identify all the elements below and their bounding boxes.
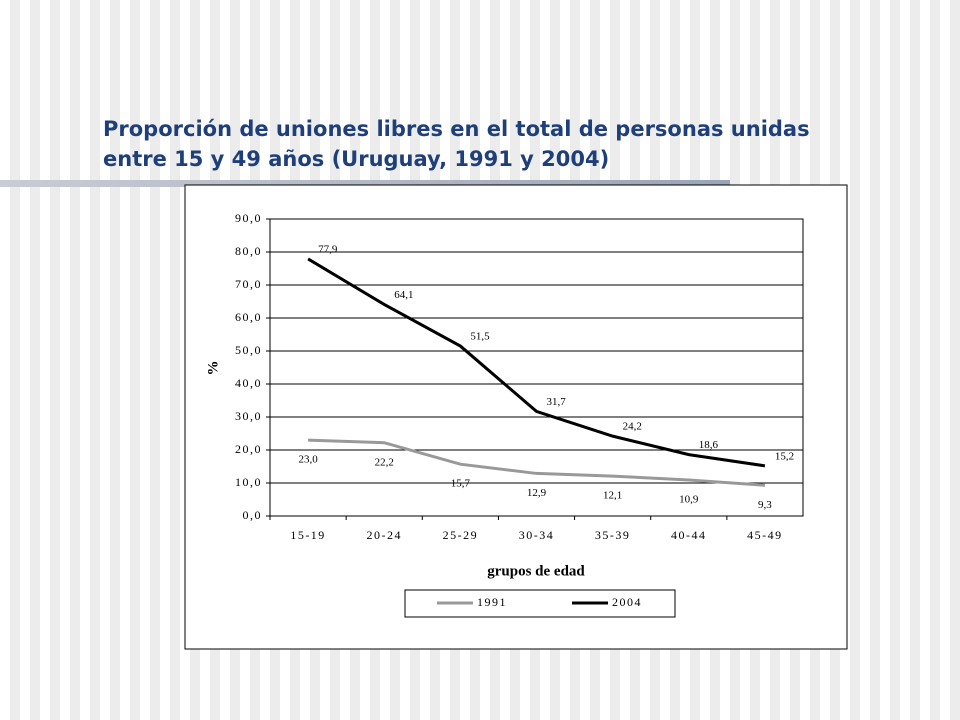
series-line <box>308 438 766 487</box>
data-label: 22,2 <box>375 456 394 468</box>
data-label: 10,9 <box>679 494 699 506</box>
x-tick-label: 45-49 <box>747 528 783 542</box>
series-line <box>307 257 766 468</box>
x-tick-label: 15-19 <box>290 528 326 542</box>
data-label: 15,7 <box>451 478 471 490</box>
data-label: 15,2 <box>775 450 794 462</box>
data-label: 9,3 <box>758 499 772 511</box>
y-tick-label: 60,0 <box>235 310 262 324</box>
data-label: 18,6 <box>699 439 719 451</box>
x-tick-label: 25-29 <box>443 528 479 542</box>
data-label: 64,1 <box>394 289 413 301</box>
x-tick-label: 40-44 <box>671 528 707 542</box>
y-axis-label: % <box>205 361 221 376</box>
title-rule <box>0 180 730 187</box>
data-label: 51,5 <box>470 331 490 343</box>
y-tick-label: 80,0 <box>235 244 262 258</box>
data-label: 23,0 <box>298 454 318 466</box>
title-line: Proporción de uniones libres en el total… <box>103 117 810 141</box>
title-line: entre 15 y 49 años (Uruguay, 1991 y 2004… <box>103 147 609 171</box>
y-tick-label: 10,0 <box>235 475 262 489</box>
data-label: 12,9 <box>527 487 547 499</box>
data-label: 12,1 <box>603 490 622 502</box>
data-label: 77,9 <box>318 243 338 255</box>
legend-label: 2004 <box>612 595 642 609</box>
plot-frame <box>269 218 804 517</box>
x-tick-label: 30-34 <box>519 528 555 542</box>
y-tick-label: 40,0 <box>235 376 262 390</box>
x-axis-label: grupos de edad <box>487 563 585 579</box>
x-tick-label: 35-39 <box>595 528 631 542</box>
y-tick-label: 30,0 <box>235 409 262 423</box>
y-tick-label: 70,0 <box>235 277 262 291</box>
y-tick-label: 20,0 <box>235 442 262 456</box>
legend-label: 1991 <box>477 595 507 609</box>
y-tick-label: 50,0 <box>235 343 262 357</box>
data-label: 31,7 <box>547 396 567 408</box>
y-tick-label: 90,0 <box>235 211 262 225</box>
x-tick-label: 20-24 <box>366 528 402 542</box>
y-tick-label: 0,0 <box>243 508 263 522</box>
data-label: 24,2 <box>623 421 642 433</box>
